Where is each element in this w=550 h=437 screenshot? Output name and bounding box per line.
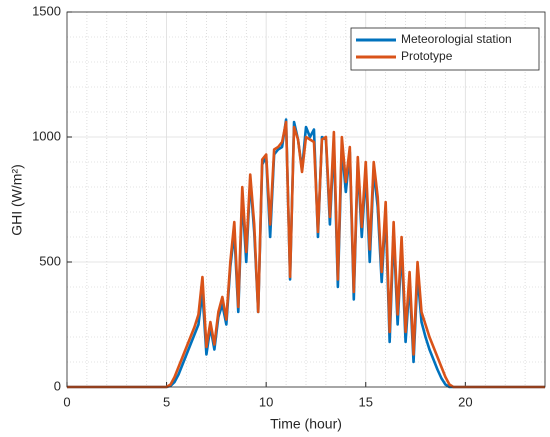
- y-tick-label: 500: [39, 253, 61, 268]
- x-tick-label: 15: [359, 394, 373, 409]
- x-tick-label: 20: [458, 394, 472, 409]
- legend: Meteorologial station Prototype: [350, 27, 540, 71]
- legend-label: Meteorologial station: [401, 32, 512, 46]
- x-tick-label: 0: [63, 394, 70, 409]
- y-tick-label: 1000: [32, 128, 61, 143]
- legend-label: Prototype: [401, 49, 453, 63]
- y-tick-label: 0: [54, 378, 61, 393]
- x-tick-label: 10: [259, 394, 273, 409]
- y-tick-label: 1500: [32, 3, 61, 18]
- x-axis-label: Time (hour): [270, 416, 342, 432]
- y-axis-label: GHI (W/m²): [9, 164, 25, 236]
- legend-box: [350, 27, 540, 71]
- data-line: [67, 120, 545, 389]
- axes-box: [66, 11, 546, 388]
- x-tick-label: 5: [163, 394, 170, 409]
